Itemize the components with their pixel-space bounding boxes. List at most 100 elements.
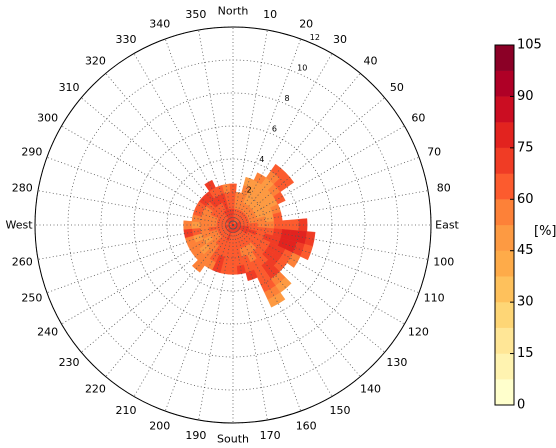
- angular-tick-label: 290: [21, 145, 42, 158]
- angular-tick-label: 260: [12, 256, 33, 269]
- radial-tick-label: 4: [259, 155, 264, 164]
- angular-gridline: [232, 125, 405, 226]
- angular-tick-label: 120: [408, 326, 429, 339]
- angular-tick-label: South: [217, 433, 249, 446]
- angular-gridline: [232, 224, 429, 260]
- colorbar-tick-label: 90: [517, 89, 534, 104]
- angular-gridline: [232, 29, 268, 226]
- angular-tick-label: 230: [59, 356, 80, 369]
- angular-gridline: [81, 224, 234, 353]
- angular-gridline: [232, 73, 361, 226]
- colorbar-band: [494, 147, 515, 174]
- angular-tick-label: 350: [185, 8, 206, 21]
- angular-tick-label: 340: [149, 17, 170, 30]
- angular-tick-label: 300: [37, 112, 58, 125]
- angular-tick-label: 210: [116, 404, 137, 417]
- heatmap-cell: [229, 257, 237, 267]
- angular-tick-label: 190: [185, 429, 206, 442]
- angular-gridline: [232, 224, 302, 412]
- angular-tick-label: 240: [37, 326, 58, 339]
- angular-gridline: [232, 224, 268, 421]
- colorbar-frame: [494, 44, 515, 406]
- angular-gridline: [133, 224, 234, 397]
- radial-tick-labels: 2 4 6 8 10 12: [247, 33, 320, 194]
- colorbar-band: [494, 250, 515, 277]
- angular-gridline: [232, 224, 333, 397]
- angular-tick-label: 50: [390, 81, 404, 94]
- angular-gridline: [81, 97, 234, 226]
- colorbar-tick-label: 60: [517, 192, 534, 207]
- angular-gridline: [232, 53, 333, 226]
- angular-gridline: [164, 38, 234, 226]
- angular-tick-label: 70: [427, 145, 441, 158]
- colorbar-ticks: 0 15 30 45 60 75 90 105: [510, 38, 542, 413]
- heatmap-cell: [300, 243, 313, 261]
- heatmap-cell: [245, 269, 258, 282]
- angular-tick-label: 170: [260, 429, 281, 442]
- angular-tick-label: 110: [424, 292, 445, 305]
- angular-gridline: [232, 224, 420, 294]
- polar-gridlines: [34, 26, 432, 424]
- angular-tick-label: 10: [263, 8, 277, 21]
- heatmap-cell: [222, 183, 231, 194]
- colorbar-band: [494, 173, 515, 200]
- colorbar-label: [%]: [534, 224, 556, 239]
- colorbar-band: [494, 70, 515, 97]
- angular-tick-label: 150: [330, 404, 351, 417]
- angular-tick-label: 200: [149, 420, 170, 433]
- angular-tick-label: 80: [437, 181, 451, 194]
- heatmap-cell: [191, 259, 205, 273]
- angular-tick-label: 220: [85, 382, 106, 395]
- angular-gridline: [232, 38, 302, 226]
- radial-gridline: [166, 158, 300, 292]
- angular-tick-label: 20: [299, 17, 313, 30]
- angular-gridline: [46, 156, 234, 226]
- angular-gridline: [105, 224, 234, 377]
- colorbar-band: [494, 121, 515, 149]
- angular-gridline: [232, 224, 361, 377]
- angular-tick-label: 140: [360, 382, 381, 395]
- angular-gridline: [232, 224, 385, 353]
- angular-tick-label: 320: [85, 55, 106, 68]
- angular-gridline: [232, 190, 429, 226]
- heatmap-cell: [183, 220, 193, 230]
- heatmap-cell: [290, 219, 300, 231]
- angular-tick-label: 100: [433, 256, 454, 269]
- angular-tick-labels: North 10 20 30 40 50 60 70 80 East 100 110 120 130 140…: [5, 5, 459, 446]
- radial-tick-label: 6: [272, 125, 277, 134]
- colorbar-tick-label: 75: [517, 140, 534, 155]
- colorbar-tick-label: 0: [517, 398, 525, 413]
- angular-gridline: [46, 224, 234, 294]
- angular-gridline: [61, 125, 234, 226]
- angular-gridline: [37, 190, 234, 226]
- angular-tick-label: 250: [21, 292, 42, 305]
- colorbar-band: [494, 44, 515, 71]
- angular-tick-label: 60: [411, 112, 425, 125]
- angular-gridline: [232, 156, 420, 226]
- polar-frame: [34, 26, 432, 424]
- colorbar-band: [494, 379, 515, 406]
- radial-tick-label: 12: [310, 33, 320, 42]
- heatmap-cell: [265, 221, 275, 229]
- radial-gridline: [199, 191, 267, 259]
- colorbar-band: [494, 301, 515, 329]
- colorbar-tick-label: 105: [517, 38, 542, 53]
- angular-tick-label: 30: [333, 33, 347, 46]
- radial-tick-label: 8: [285, 94, 290, 103]
- colorbar-band: [494, 96, 515, 123]
- colorbar-bands: [494, 44, 515, 406]
- colorbar-tick-label: 15: [517, 346, 534, 361]
- angular-tick-label: 40: [364, 55, 378, 68]
- angular-gridline: [105, 73, 234, 226]
- colorbar-band: [494, 327, 515, 354]
- colorbar-band: [494, 353, 515, 380]
- colorbar-band: [494, 276, 515, 303]
- radial-tick-label: 10: [297, 64, 307, 73]
- heatmap-cell: [273, 191, 286, 205]
- angular-gridline: [232, 224, 405, 325]
- heatmap-cells: [183, 163, 316, 308]
- angular-gridline: [198, 29, 234, 226]
- heatmap-cell: [191, 221, 201, 229]
- polar-plot-area: 2 4 6 8 10 12 North 10 20 30 40 50 60 70 80 East 100 110…: [5, 5, 459, 446]
